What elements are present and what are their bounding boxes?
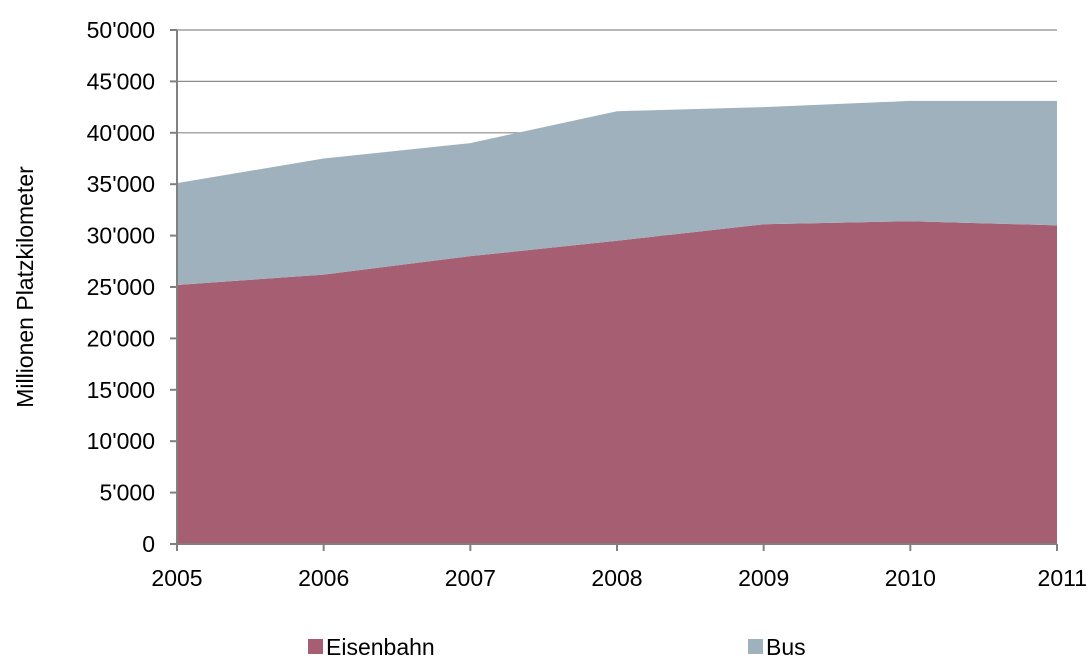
area-series [177,100,1057,544]
y-tick-label: 20'000 [87,325,155,351]
x-tick-label: 2008 [591,565,642,591]
legend-label-bus: Bus [766,634,806,660]
x-tick-label: 2005 [151,565,202,591]
x-tick-label: 2006 [298,565,349,591]
x-tick-label: 2007 [445,565,496,591]
y-tick-label: 50'000 [87,17,155,43]
legend: Eisenbahn Bus [308,634,806,660]
y-tick-label: 5'000 [99,480,155,506]
y-axis-title: Millionen Platzkilometer [12,166,38,408]
y-tick-label: 40'000 [87,120,155,146]
y-tick-label: 10'000 [87,428,155,454]
legend-swatch-eisenbahn [308,639,323,654]
legend-label-eisenbahn: Eisenbahn [326,634,435,660]
y-tick-label: 25'000 [87,274,155,300]
x-tick-label: 2011 [1038,565,1087,591]
y-tick-label: 0 [142,531,155,557]
y-tick-label: 35'000 [87,171,155,197]
y-tick-label: 30'000 [87,223,155,249]
y-tick-labels: 0 5'000 10'000 15'000 20'000 25'000 30'000 35'0… [87,17,177,557]
area-eisenbahn [177,221,1057,544]
x-tick-label: 2009 [738,565,789,591]
y-tick-label: 15'000 [87,377,155,403]
area-bus [177,100,1057,285]
x-tick-labels: 2005 2006 2007 2008 2009 2010 2011 [151,544,1087,591]
y-tick-label: 45'000 [87,68,155,94]
legend-swatch-bus [748,639,763,654]
x-tick-label: 2010 [885,565,936,591]
